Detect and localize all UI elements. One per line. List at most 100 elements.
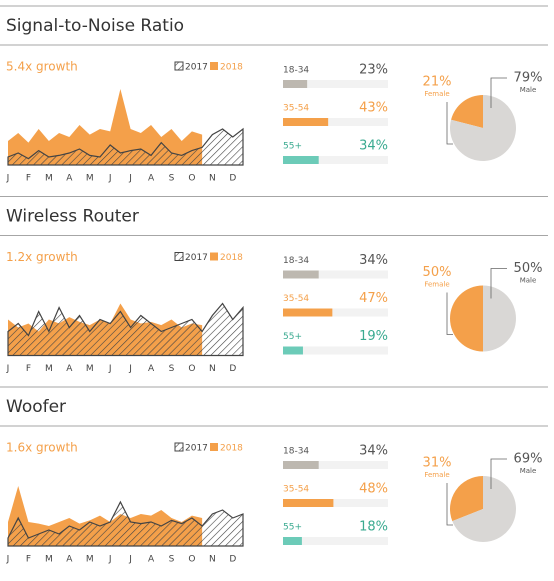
month-label: M [45,555,53,565]
legend-label: 2017 [185,63,208,73]
growth: 1.6x growth [6,441,78,455]
age-value: 19% [359,329,388,344]
bar [283,346,303,355]
bar [283,499,334,507]
month-label: S [169,174,175,184]
pie-label: Male [520,86,537,94]
month-label: J [108,364,112,374]
legend-swatch [210,252,218,261]
month-label: M [86,174,94,184]
month-label: J [108,174,112,184]
pie-value: 50% [423,265,452,280]
pie-value: 31% [423,456,452,471]
bar [283,156,319,164]
bar [283,118,329,126]
growth: 5.4x growth [6,60,78,74]
area-1 [7,302,244,357]
month-label: J [6,364,10,374]
pie-slice [450,476,483,522]
age-label: 18-34 [283,66,309,76]
leader-line [490,458,507,489]
bar-track [283,346,388,355]
age-label: 55+ [283,523,302,533]
pie-label: Female [424,90,449,98]
month-label: M [86,364,94,374]
month-label: S [169,364,175,374]
bar-track [283,537,388,545]
month-label: J [108,555,112,565]
pie-value: 50% [514,261,543,276]
age-value: 47% [359,291,388,306]
legend-label: 2017 [185,253,208,263]
pie-label: Male [520,467,537,475]
month-label: F [26,174,31,184]
panel-title: Signal-to-Noise Ratio [6,16,184,36]
month-label: O [188,174,195,184]
month-label: N [209,364,216,374]
legend-swatch [174,442,184,452]
pie-slice [483,285,516,352]
panel-title: Woofer [6,397,66,417]
leader-line [446,292,453,335]
age-value: 18% [359,520,388,535]
bar-track [283,156,388,164]
month-label: S [169,555,175,565]
legend-label: 2018 [220,444,243,454]
bar-track [283,80,388,88]
month-label: D [229,555,236,565]
bar-track [283,270,388,279]
legend-label: 2018 [220,63,243,73]
month-label: A [66,364,73,374]
area-1 [7,500,244,547]
leader-line [446,102,453,145]
bar [283,270,319,279]
age-label: 18-34 [283,256,309,266]
age-value: 48% [359,482,388,497]
month-label: A [148,174,155,184]
age-value: 34% [359,444,388,459]
month-label: J [6,555,10,565]
bar [283,308,333,317]
legend-swatch [174,61,184,71]
age-label: 55+ [283,142,302,152]
month-label: F [26,555,31,565]
legend-swatch [210,443,218,451]
month-label: A [66,555,73,565]
month-label: N [209,174,216,184]
month-label: N [209,555,216,565]
age-value: 34% [359,139,388,154]
bar [283,537,302,545]
leader-line [490,77,507,108]
pie-label: Female [424,281,449,289]
pie-value: 79% [514,71,543,86]
pie-slice [452,476,517,542]
pie-label: Male [520,277,537,285]
bar-track [283,118,388,126]
pie-label: Female [424,471,449,479]
pie-value: 69% [514,452,543,467]
bar [283,461,319,469]
bar-track [283,461,388,469]
month-label: J [128,174,132,184]
age-label: 35-54 [283,294,309,304]
age-label: 55+ [283,332,302,342]
month-label: D [229,364,236,374]
age-value: 23% [359,63,388,78]
pie-slice [450,95,517,161]
month-label: A [66,174,73,184]
month-label: J [6,174,10,184]
month-label: D [229,174,236,184]
age-value: 43% [359,101,388,116]
area-0 [8,89,203,165]
month-label: O [188,555,195,565]
bar [283,80,308,88]
age-value: 34% [359,253,388,268]
age-label: 18-34 [283,447,309,457]
month-label: J [128,555,132,565]
bar-track [283,499,388,507]
legend-label: 2017 [185,444,208,454]
month-label: F [26,364,31,374]
pie-slice [451,95,483,128]
area-1 [7,127,244,166]
